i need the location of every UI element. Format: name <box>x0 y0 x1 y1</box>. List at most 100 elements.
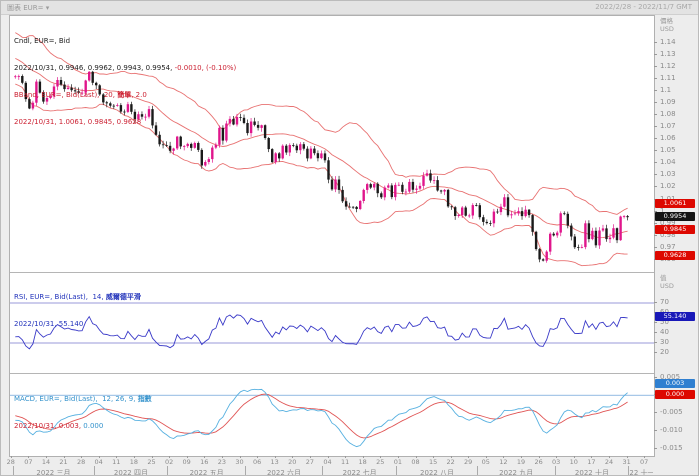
axis-tick-label: 1.14 <box>660 38 676 46</box>
week-tick-mark <box>46 456 47 458</box>
axis-tick-label: 50 <box>660 318 669 326</box>
month-cell: 2022 八月 <box>396 466 477 476</box>
month-cell: 2022 六月 <box>244 466 322 476</box>
week-tick-mark <box>292 456 294 458</box>
month-cell: 2022 九月 <box>477 466 554 476</box>
week-tick-mark <box>415 456 417 458</box>
month-cell: 2022 十月 <box>554 466 629 476</box>
rsi-axis-unit: 值 USD <box>660 274 674 290</box>
main-legend: Cndl, EUR=, Bid 2022/10/31, 0.9946, 0.99… <box>14 19 236 145</box>
week-tick-label: 22 <box>446 458 455 466</box>
axis-tick-label: 1.02 <box>660 182 676 190</box>
axis-tick-label: 0.99 <box>660 219 676 227</box>
candle-legend-values: 2022/10/31, 0.9946, 0.9962, 0.9943, 0.99… <box>14 64 236 73</box>
month-label: 2022 五月 <box>189 469 224 476</box>
week-tick-mark <box>28 456 30 458</box>
axis-tick-mark <box>654 302 657 303</box>
week-tick-mark <box>468 456 470 458</box>
window-title[interactable]: 圖表 EUR= ▾ <box>7 4 50 12</box>
date-axis[interactable]: 28 07 14 21 28 04 11 18 25 02 09 16 23 30 06 13 20 27 04 11… <box>1 456 698 476</box>
axis-tick-mark <box>654 186 657 187</box>
month-label: 2022 四月 <box>113 469 148 476</box>
week-tick-mark <box>186 456 188 458</box>
axis-tick-label: 0.97 <box>660 243 676 251</box>
axis-tick-label: 1.07 <box>660 122 676 130</box>
week-tick-label: 07 <box>640 458 649 466</box>
axis-tick-label: 1.03 <box>660 170 676 178</box>
month-label: 2022 七月 <box>342 469 377 476</box>
axis-tick-mark <box>654 235 657 236</box>
week-tick-mark <box>609 456 610 458</box>
axis-tick-mark <box>654 322 657 323</box>
week-tick-mark <box>257 456 259 458</box>
axis-tick-mark <box>654 247 657 248</box>
week-tick-mark <box>626 456 628 458</box>
week-tick-mark <box>591 456 593 458</box>
week-tick-label: 18 <box>358 458 367 466</box>
month-label: 2022 九月 <box>499 469 534 476</box>
axis-tick-mark <box>654 126 657 127</box>
week-tick-label: 25 <box>376 458 385 466</box>
axis-tick-label: -0.015 <box>660 444 683 452</box>
month-cell: 2022 三月 <box>12 466 94 475</box>
week-tick-label: 07 <box>24 458 33 466</box>
week-tick-label: 12 <box>499 458 508 466</box>
axis-tick-label: 1.11 <box>660 74 676 82</box>
axis-tick-label: 1 <box>660 207 665 215</box>
candle-legend-title: Cndl, EUR=, Bid <box>14 37 71 45</box>
month-cell: 2022 七月 <box>322 466 396 476</box>
axis-tick-mark <box>654 211 657 212</box>
week-tick-mark <box>327 456 329 458</box>
plot-frame: Cndl, EUR=, Bid 2022/10/31, 0.9946, 0.99… <box>9 15 655 457</box>
bb-lower-badge: 0.9628 <box>655 251 695 260</box>
titlebar: 圖表 EUR= ▾ 2022/2/28 - 2022/11/7 GMT <box>1 1 698 15</box>
axis-tick-mark <box>654 78 657 79</box>
week-tick-label: 21 <box>59 458 68 466</box>
bband-legend-title: BBand, EUR=, Bid(Last), 20, 簡單, 2.0 <box>14 91 147 99</box>
month-cell: 2022 四月 <box>93 466 168 476</box>
macd-badge: 0.003 <box>655 379 695 388</box>
week-tick-label: 01 <box>393 458 403 466</box>
week-tick-mark <box>10 456 12 458</box>
axis-tick-mark <box>654 332 657 333</box>
chart-canvas[interactable] <box>10 16 654 456</box>
axis-tick-mark <box>654 223 657 224</box>
axis-tick-label: -0.005 <box>660 408 683 416</box>
price-axis[interactable]: 價格 USD 值 USD 1.14 1.13 1.12 1.11 1.1 1.09 1.08 1.… <box>654 15 698 457</box>
week-tick-mark <box>521 456 522 458</box>
axis-tick-label: 40 <box>660 328 669 336</box>
week-tick-label: 27 <box>305 458 315 466</box>
month-label: 2022 八月 <box>420 469 455 476</box>
month-cell: 22 十一月 <box>628 466 653 476</box>
axis-tick-label: 0.98 <box>660 231 676 239</box>
axis-tick-label: 1.09 <box>660 98 676 106</box>
week-tick-mark <box>644 456 646 458</box>
week-tick-mark <box>169 456 171 458</box>
week-tick-label: 08 <box>411 458 420 466</box>
axis-tick-mark <box>654 174 657 175</box>
date-range-label: 2022/2/28 - 2022/11/7 GMT <box>595 3 692 11</box>
axis-tick-mark <box>654 102 657 103</box>
week-tick-label: 03 <box>552 458 561 466</box>
axis-tick-label: 1.04 <box>660 158 676 166</box>
week-tick-mark <box>362 456 364 458</box>
week-tick-mark <box>573 456 575 458</box>
week-tick-label: 31 <box>622 458 631 466</box>
axis-tick-mark <box>654 66 657 67</box>
axis-tick-mark <box>654 162 657 163</box>
month-cell: 2022 五月 <box>167 466 244 476</box>
week-tick-mark <box>116 456 118 458</box>
axis-tick-label: 1.08 <box>660 110 676 118</box>
axis-tick-mark <box>654 54 657 55</box>
axis-tick-mark <box>654 114 657 115</box>
month-label: 2022 六月 <box>266 469 302 476</box>
week-tick-mark <box>556 456 558 458</box>
last-price-badge: 0.9954 <box>655 212 695 221</box>
week-tick-label: 11 <box>340 458 350 466</box>
rsi-badge: 55.140 <box>655 312 695 321</box>
month-label: 2022 十月 <box>574 469 609 476</box>
axis-tick-label: 30 <box>660 338 669 346</box>
week-tick-label: 05 <box>481 458 490 466</box>
week-tick-mark <box>380 456 382 458</box>
month-label: 22 十一月 <box>629 469 653 476</box>
